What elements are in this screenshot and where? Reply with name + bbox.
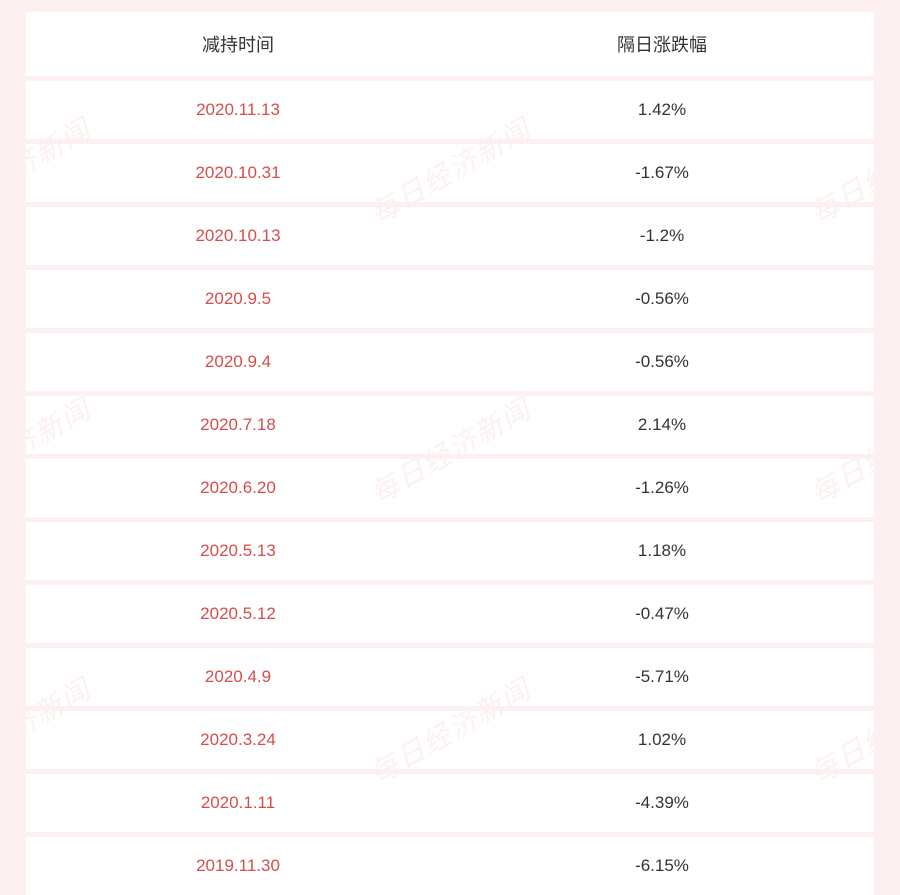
table-row: 2019.11.30 -6.15%: [26, 837, 874, 895]
change-cell: -1.67%: [450, 163, 874, 183]
date-cell: 2020.6.20: [26, 478, 450, 498]
table-row: 2020.4.9 -5.71%: [26, 648, 874, 706]
table-row: 2020.9.4 -0.56%: [26, 333, 874, 391]
date-cell: 2020.10.31: [26, 163, 450, 183]
date-cell: 2020.9.5: [26, 289, 450, 309]
date-cell: 2020.5.12: [26, 604, 450, 624]
table-row: 2020.6.20 -1.26%: [26, 459, 874, 517]
table-row: 2020.10.13 -1.2%: [26, 207, 874, 265]
change-cell: -5.71%: [450, 667, 874, 687]
table-row: 2020.1.11 -4.39%: [26, 774, 874, 832]
table-row: 2020.10.31 -1.67%: [26, 144, 874, 202]
change-cell: -0.56%: [450, 289, 874, 309]
change-cell: -0.56%: [450, 352, 874, 372]
change-cell: 1.42%: [450, 100, 874, 120]
table-header-row: 减持时间 隔日涨跌幅: [26, 12, 874, 76]
table-row: 2020.7.18 2.14%: [26, 396, 874, 454]
table-row: 2020.11.13 1.42%: [26, 81, 874, 139]
date-cell: 2020.7.18: [26, 415, 450, 435]
change-cell: -0.47%: [450, 604, 874, 624]
date-cell: 2020.3.24: [26, 730, 450, 750]
date-cell: 2020.5.13: [26, 541, 450, 561]
change-cell: -1.2%: [450, 226, 874, 246]
header-date-column: 减持时间: [26, 31, 450, 57]
date-cell: 2019.11.30: [26, 856, 450, 876]
table-row: 2020.3.24 1.02%: [26, 711, 874, 769]
date-cell: 2020.10.13: [26, 226, 450, 246]
change-cell: 2.14%: [450, 415, 874, 435]
change-cell: -6.15%: [450, 856, 874, 876]
change-cell: 1.18%: [450, 541, 874, 561]
date-cell: 2020.11.13: [26, 100, 450, 120]
table-row: 2020.5.13 1.18%: [26, 522, 874, 580]
date-cell: 2020.9.4: [26, 352, 450, 372]
date-cell: 2020.1.11: [26, 793, 450, 813]
change-cell: -4.39%: [450, 793, 874, 813]
change-cell: -1.26%: [450, 478, 874, 498]
header-change-column: 隔日涨跌幅: [450, 31, 874, 57]
table-row: 2020.5.12 -0.47%: [26, 585, 874, 643]
data-table: 减持时间 隔日涨跌幅 2020.11.13 1.42% 2020.10.31 -…: [26, 12, 874, 895]
table-row: 2020.9.5 -0.56%: [26, 270, 874, 328]
date-cell: 2020.4.9: [26, 667, 450, 687]
change-cell: 1.02%: [450, 730, 874, 750]
